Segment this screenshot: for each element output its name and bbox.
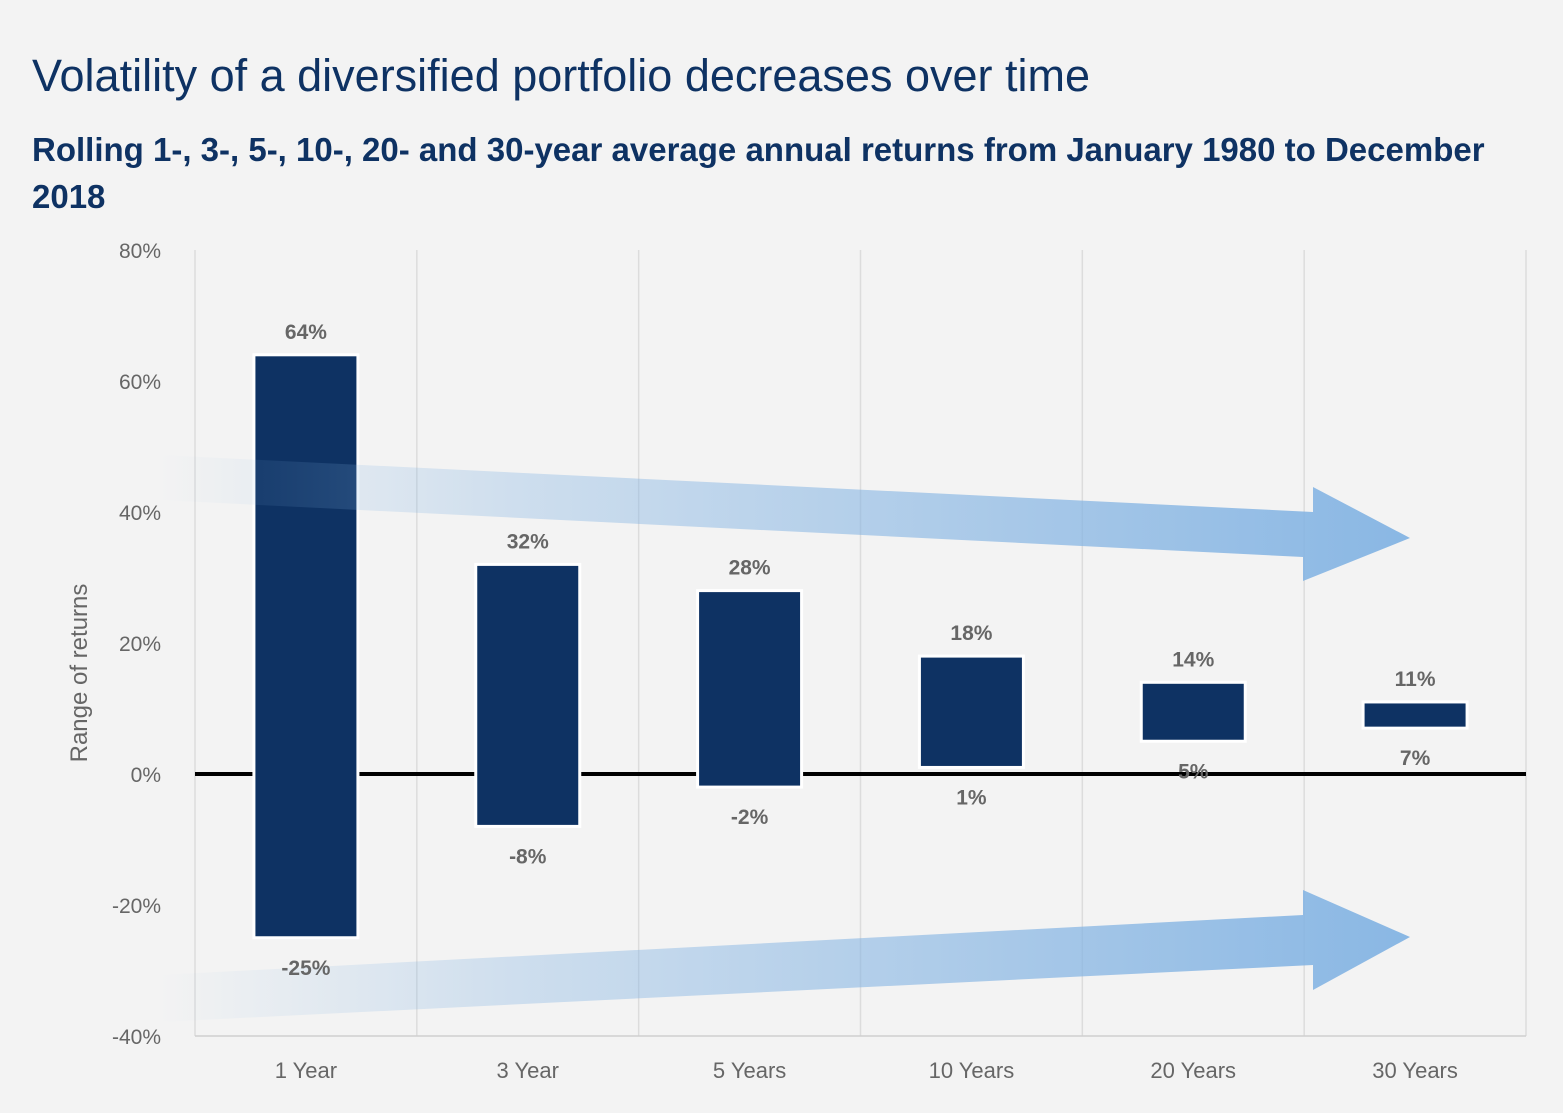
x-category-label: 10 Years xyxy=(929,1058,1015,1083)
high-value-label: 64% xyxy=(285,321,327,344)
y-tick-label: -20% xyxy=(112,895,161,918)
bars xyxy=(252,353,1469,940)
y-tick-label: 40% xyxy=(119,502,161,525)
y-axis-title: Range of returns xyxy=(66,584,93,763)
range-bar xyxy=(696,589,804,789)
high-value-label: 18% xyxy=(950,622,992,645)
labels: 80% 60% 40% 20% 0% -20% -40% Range of returns 64… xyxy=(66,240,1458,1083)
x-category-label: 5 Years xyxy=(713,1058,786,1083)
low-value-label: -25% xyxy=(281,957,330,980)
high-value-label: 32% xyxy=(507,530,549,553)
trend-arrows xyxy=(160,455,1410,1022)
chart-subtitle: Rolling 1-, 3-, 5-, 10-, 20- and 30-year… xyxy=(32,131,1485,215)
range-bar xyxy=(1139,680,1247,743)
y-tick-label: 80% xyxy=(119,240,161,263)
bottom-trend-arrow xyxy=(160,890,1410,1022)
high-value-label: 14% xyxy=(1172,648,1214,671)
x-category-label: 20 Years xyxy=(1150,1058,1236,1083)
y-tick-label: 60% xyxy=(119,371,161,394)
y-tick-label: 0% xyxy=(131,764,161,787)
low-value-label: 1% xyxy=(956,786,987,809)
x-category-label: 1 Year xyxy=(275,1058,337,1083)
y-tick-label: 20% xyxy=(119,633,161,656)
axes xyxy=(195,772,1526,1037)
range-bar xyxy=(917,654,1025,769)
y-tick-label: -40% xyxy=(112,1026,161,1049)
high-value-label: 28% xyxy=(729,557,771,580)
range-bar xyxy=(474,562,582,828)
low-value-label: -2% xyxy=(731,806,769,829)
x-category-label: 3 Year xyxy=(497,1058,559,1083)
low-value-label: 5% xyxy=(1178,760,1209,783)
top-trend-arrow xyxy=(160,455,1410,581)
range-bar xyxy=(1361,700,1469,730)
high-value-label: 11% xyxy=(1395,668,1436,691)
range-bar xyxy=(252,353,360,940)
x-category-label: 30 Years xyxy=(1372,1058,1458,1083)
low-value-label: -8% xyxy=(509,845,547,868)
low-value-label: 7% xyxy=(1400,747,1431,770)
chart-title: Volatility of a diversified portfolio de… xyxy=(32,50,1091,101)
